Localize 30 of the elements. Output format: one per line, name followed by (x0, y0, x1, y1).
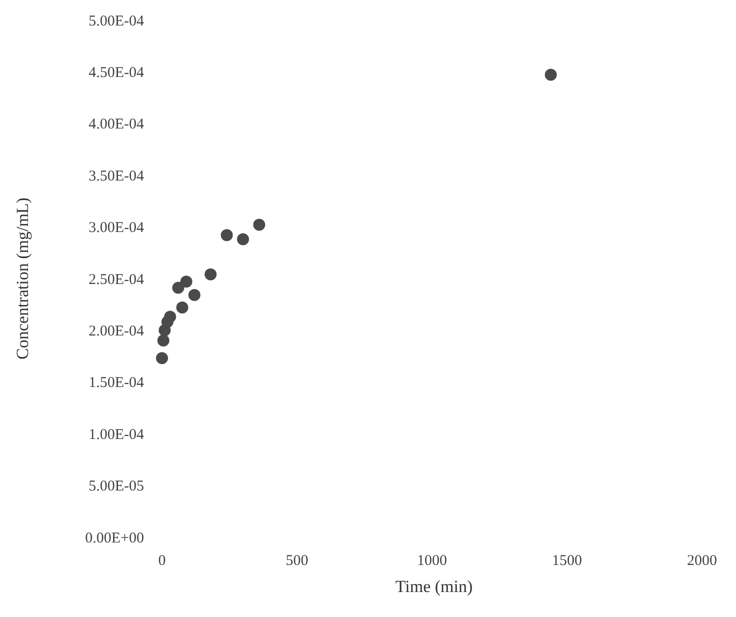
point (220, 229, 233, 242)
point (157, 334, 170, 347)
y-tick-label: 1.50E-04 (88, 375, 144, 392)
y-tick-label: 4.50E-04 (88, 64, 144, 81)
x-tick-label: 500 (286, 553, 308, 569)
y-tick-label: 0.00E+00 (85, 530, 144, 546)
x-tick-label: 0 (158, 553, 166, 569)
y-axis-title: Concentration (mg/mL) (13, 198, 32, 360)
point (176, 301, 188, 314)
x-tick-label: 2000 (687, 553, 717, 569)
y-tick-label: 5.00E-04 (88, 13, 144, 30)
y-tick-label: 3.50E-04 (88, 168, 144, 184)
point (156, 352, 168, 364)
y-tick-label: 3.00E-04 (88, 220, 144, 236)
y-tick-label: 2.50E-04 (88, 272, 144, 288)
point (237, 233, 249, 246)
point (180, 276, 192, 288)
point (544, 68, 557, 81)
x-tick-label: 1000 (417, 553, 447, 569)
x-axis-title: Time (min) (395, 577, 473, 596)
point (172, 282, 184, 294)
point (253, 218, 266, 231)
y-tick-label: 1.00E-04 (88, 426, 144, 443)
y-tick-label: 2.00E-04 (88, 323, 144, 340)
y-tick-label: 4.00E-04 (88, 116, 144, 133)
point (164, 310, 176, 323)
point (188, 289, 200, 302)
point (204, 268, 217, 280)
y-tick-label: 5.00E-05 (88, 478, 144, 495)
x-tick-label: 1500 (552, 553, 582, 569)
